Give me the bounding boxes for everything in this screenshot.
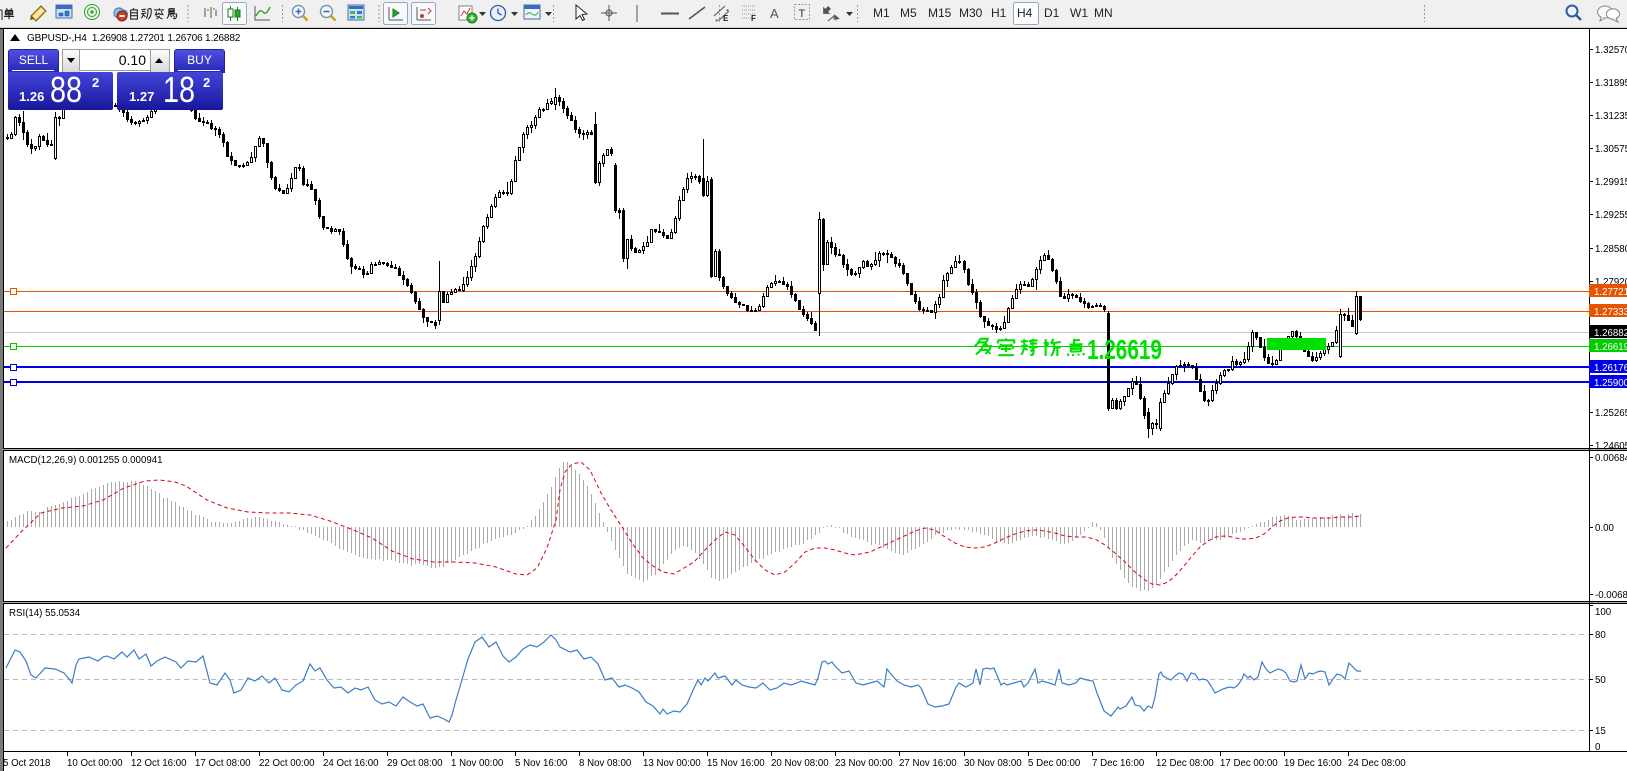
svg-text:20 Nov 08:00: 20 Nov 08:00 (771, 758, 829, 769)
svg-text:1.25900: 1.25900 (1594, 378, 1627, 389)
svg-text:10 Oct 00:00: 10 Oct 00:00 (67, 758, 123, 769)
svg-text:1.28580: 1.28580 (1595, 244, 1627, 255)
svg-text:1.31235: 1.31235 (1595, 111, 1627, 122)
svg-text:17 Oct 08:00: 17 Oct 08:00 (195, 758, 251, 769)
svg-text:0: 0 (1595, 742, 1601, 753)
svg-text:-0.00685: -0.00685 (1595, 590, 1627, 601)
svg-text:1.32570: 1.32570 (1595, 45, 1627, 56)
svg-text:RSI(14) 55.0534: RSI(14) 55.0534 (9, 608, 81, 619)
svg-text:15 Nov 16:00: 15 Nov 16:00 (707, 758, 765, 769)
svg-text:100: 100 (1595, 607, 1612, 618)
svg-text:7 Dec 16:00: 7 Dec 16:00 (1092, 758, 1145, 769)
svg-text:1.29915: 1.29915 (1595, 177, 1627, 188)
svg-text:15: 15 (1595, 726, 1606, 737)
svg-text:8 Nov 08:00: 8 Nov 08:00 (579, 758, 632, 769)
svg-text:F: F (751, 14, 756, 23)
svg-text:1 Nov 00:00: 1 Nov 00:00 (451, 758, 504, 769)
svg-text:1.27333: 1.27333 (1594, 307, 1627, 318)
svg-text:24 Dec 08:00: 24 Dec 08:00 (1348, 758, 1406, 769)
svg-text:A: A (770, 6, 779, 21)
svg-text:0.00: 0.00 (1595, 523, 1614, 534)
svg-text:50: 50 (1595, 675, 1606, 686)
svg-text:MACD(12,26,9) 0.001255 0.00094: MACD(12,26,9) 0.001255 0.000941 (9, 455, 163, 466)
svg-text:M5: M5 (900, 6, 917, 20)
svg-text:19 Dec 16:00: 19 Dec 16:00 (1284, 758, 1342, 769)
svg-text:H1: H1 (991, 6, 1007, 20)
svg-text:1.26619: 1.26619 (1087, 335, 1162, 366)
svg-text:22 Oct 00:00: 22 Oct 00:00 (259, 758, 315, 769)
svg-text:5 Oct 2018: 5 Oct 2018 (3, 758, 50, 769)
svg-text:80: 80 (1595, 630, 1606, 641)
svg-text:5 Nov 16:00: 5 Nov 16:00 (515, 758, 568, 769)
svg-text:29 Oct 08:00: 29 Oct 08:00 (387, 758, 443, 769)
svg-text:M30: M30 (959, 6, 983, 20)
svg-text:0.00684: 0.00684 (1595, 453, 1627, 464)
svg-text:T: T (799, 8, 806, 20)
svg-text:12 Oct 16:00: 12 Oct 16:00 (131, 758, 187, 769)
svg-text:M1: M1 (873, 6, 890, 20)
svg-text:E: E (723, 14, 729, 23)
svg-text:1.26176: 1.26176 (1594, 363, 1627, 374)
svg-text:1.26882: 1.26882 (1594, 328, 1627, 339)
svg-text:13 Nov 00:00: 13 Nov 00:00 (643, 758, 701, 769)
svg-text:1.27721: 1.27721 (1594, 287, 1627, 298)
svg-text:5 Dec 00:00: 5 Dec 00:00 (1028, 758, 1081, 769)
svg-text:1.24605: 1.24605 (1595, 441, 1627, 452)
svg-text:24 Oct 16:00: 24 Oct 16:00 (323, 758, 379, 769)
svg-text:1.30575: 1.30575 (1595, 144, 1627, 155)
svg-text:17 Dec 00:00: 17 Dec 00:00 (1220, 758, 1278, 769)
svg-text:1.31895: 1.31895 (1595, 78, 1627, 89)
svg-text:27 Nov 16:00: 27 Nov 16:00 (899, 758, 957, 769)
svg-text:1.27920: 1.27920 (1595, 277, 1627, 288)
svg-text:M15: M15 (928, 6, 952, 20)
svg-text:30 Nov 08:00: 30 Nov 08:00 (964, 758, 1022, 769)
svg-text:1.29255: 1.29255 (1595, 210, 1627, 221)
svg-text:D1: D1 (1044, 6, 1060, 20)
svg-text:1.25265: 1.25265 (1595, 408, 1627, 419)
svg-text:1.26619: 1.26619 (1594, 342, 1627, 353)
svg-text:MN: MN (1094, 6, 1113, 20)
svg-text:W1: W1 (1070, 6, 1088, 20)
svg-text:12 Dec 08:00: 12 Dec 08:00 (1156, 758, 1214, 769)
svg-text:23 Nov 00:00: 23 Nov 00:00 (835, 758, 893, 769)
svg-text:H4: H4 (1017, 6, 1033, 20)
